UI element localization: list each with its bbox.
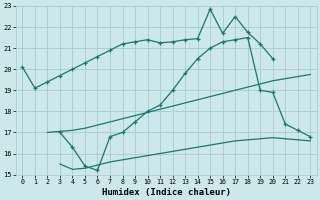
X-axis label: Humidex (Indice chaleur): Humidex (Indice chaleur) bbox=[102, 188, 231, 197]
